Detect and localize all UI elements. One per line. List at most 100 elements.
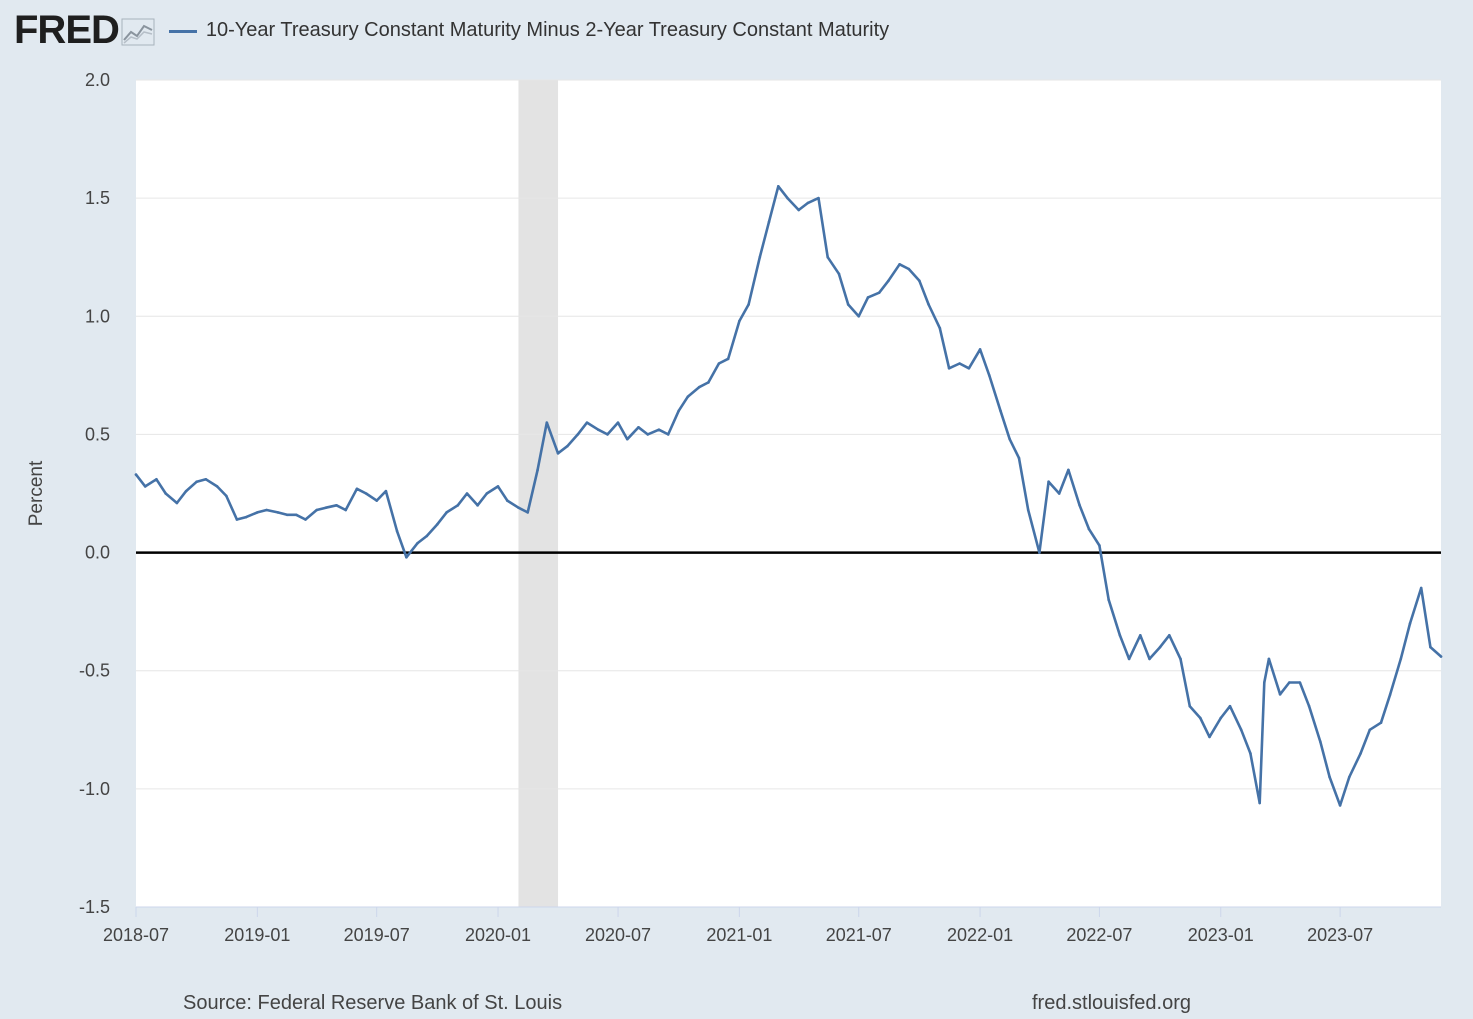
data-point xyxy=(1078,504,1081,507)
data-point xyxy=(747,303,750,306)
data-point xyxy=(918,279,921,283)
fred-logo[interactable]: FRED xyxy=(14,8,120,52)
data-point xyxy=(616,421,620,424)
data-point xyxy=(646,433,650,436)
data-point xyxy=(304,518,307,521)
data-point xyxy=(786,196,789,200)
data-point xyxy=(907,267,911,271)
data-point xyxy=(1158,645,1162,649)
data-point xyxy=(1087,527,1091,531)
data-point xyxy=(1139,633,1142,637)
chart-header: FRED 10-Year Treasury Constant Maturity … xyxy=(14,8,889,52)
y-tick-label: -1.0 xyxy=(79,779,110,799)
data-point xyxy=(1439,655,1443,658)
data-point xyxy=(717,362,721,365)
data-point xyxy=(256,511,259,514)
data-point xyxy=(637,426,640,429)
data-point xyxy=(536,468,539,472)
data-point xyxy=(1067,468,1070,472)
data-point xyxy=(1047,480,1050,483)
data-point xyxy=(1239,728,1243,732)
data-point xyxy=(666,433,670,436)
source-note: Source: Federal Reserve Bank of St. Loui… xyxy=(183,992,563,1014)
data-point xyxy=(625,437,629,441)
data-point xyxy=(1026,508,1030,512)
data-point xyxy=(776,185,780,188)
data-point xyxy=(1399,657,1403,661)
data-point xyxy=(1107,598,1110,602)
series-line xyxy=(134,185,1443,807)
data-point xyxy=(1429,645,1432,649)
data-point xyxy=(686,395,690,398)
data-point xyxy=(265,508,268,512)
data-point xyxy=(1288,681,1291,684)
data-point xyxy=(476,504,479,507)
data-point xyxy=(556,452,560,455)
x-tick-label: 2019-01 xyxy=(224,925,290,945)
data-point xyxy=(545,421,549,424)
data-point xyxy=(1278,693,1282,696)
data-point xyxy=(806,201,810,205)
data-point xyxy=(1148,657,1151,661)
data-point xyxy=(1307,704,1311,708)
data-point xyxy=(175,501,179,505)
y-tick-label: 0.0 xyxy=(85,543,110,563)
data-point xyxy=(324,506,328,509)
y-tick-label: 0.5 xyxy=(85,424,110,444)
data-point xyxy=(384,489,388,493)
data-point xyxy=(927,303,930,306)
data-point xyxy=(565,444,569,448)
plot-area xyxy=(136,80,1441,907)
y-axis-label: Percent xyxy=(26,460,47,526)
y-tick-label: 1.5 xyxy=(85,188,110,208)
data-point xyxy=(758,255,762,259)
data-point xyxy=(1408,622,1412,625)
data-point xyxy=(738,319,741,323)
data-point xyxy=(526,511,529,514)
data-point xyxy=(958,362,961,365)
data-point xyxy=(456,504,460,507)
data-point xyxy=(1379,721,1383,724)
data-point xyxy=(826,255,830,259)
data-point xyxy=(375,499,378,502)
data-point xyxy=(1228,704,1232,708)
x-tick-label: 2021-07 xyxy=(826,925,892,945)
data-point xyxy=(1419,586,1423,590)
data-point xyxy=(225,494,228,498)
data-point xyxy=(837,272,841,276)
data-point xyxy=(1348,775,1351,779)
data-point xyxy=(436,522,439,526)
data-point xyxy=(1319,740,1322,743)
data-point xyxy=(425,534,429,538)
x-tick-label: 2018-07 xyxy=(103,925,169,945)
data-point xyxy=(445,511,448,514)
data-point xyxy=(767,220,771,224)
data-point xyxy=(285,513,289,517)
data-point xyxy=(496,485,500,488)
y-tick-label: 2.0 xyxy=(85,70,110,90)
data-point xyxy=(164,492,167,495)
legend-label[interactable]: 10-Year Treasury Constant Maturity Minus… xyxy=(205,18,890,41)
x-tick-label: 2021-01 xyxy=(706,925,772,945)
data-point xyxy=(967,366,971,370)
data-point xyxy=(817,196,820,200)
data-point xyxy=(1258,801,1261,805)
source-url[interactable]: fred.stlouisfed.org xyxy=(1032,992,1191,1014)
data-point xyxy=(726,357,730,361)
data-point xyxy=(1208,735,1211,739)
x-tick-label: 2020-01 xyxy=(465,925,531,945)
data-point xyxy=(517,506,520,509)
x-tick-label: 2020-07 xyxy=(585,925,651,945)
data-point xyxy=(1057,492,1061,495)
data-point xyxy=(707,381,710,384)
data-point xyxy=(395,530,399,533)
data-point xyxy=(1267,657,1271,661)
data-point xyxy=(1298,681,1302,684)
data-point xyxy=(143,485,147,488)
data-point xyxy=(416,541,419,545)
data-point xyxy=(294,513,298,517)
data-point xyxy=(1262,681,1266,684)
data-point xyxy=(797,208,801,212)
data-point xyxy=(134,473,138,476)
data-point xyxy=(355,487,359,491)
